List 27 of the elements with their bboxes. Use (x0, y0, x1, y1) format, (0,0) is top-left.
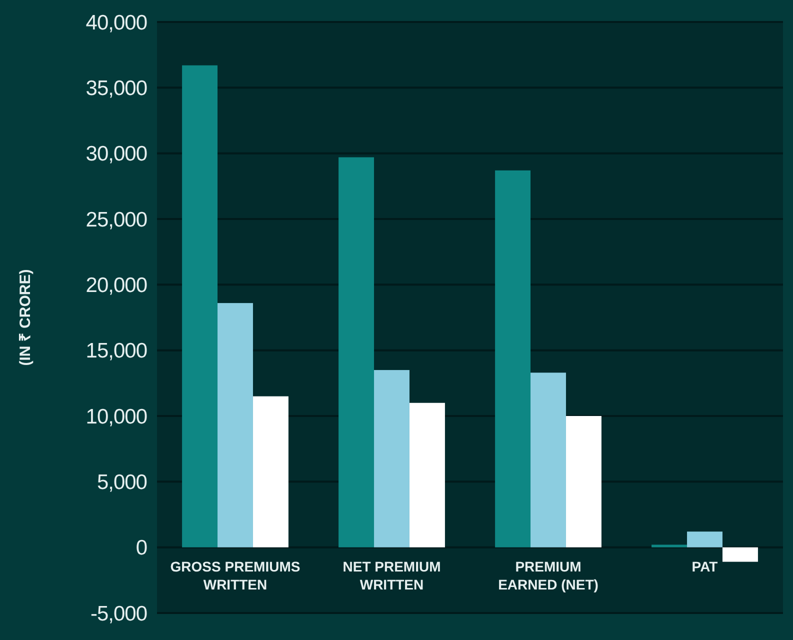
y-tick-label: 40,000 (86, 11, 147, 34)
bar (338, 157, 374, 548)
y-tick-label: -5,000 (90, 602, 147, 626)
y-tick-label: 15,000 (86, 340, 147, 363)
bar (252, 396, 288, 548)
bar (722, 547, 758, 562)
bar (495, 170, 531, 548)
bar (652, 544, 688, 548)
x-tick-label: NET PREMIUM WRITTEN (342, 558, 441, 592)
y-tick-label: 25,000 (86, 208, 147, 232)
y-tick-label: 10,000 (86, 405, 147, 428)
x-tick-label: GROSS PREMIUMS WRITTEN (170, 558, 300, 592)
bar (409, 402, 445, 548)
bar (566, 416, 602, 548)
x-tick-label: PREMIUM EARNED (NET) (498, 558, 598, 592)
bar (530, 372, 566, 548)
bar (218, 303, 253, 548)
y-tick-label: 30,000 (86, 142, 147, 166)
y-axis-title: (IN ₹ CRORE) (17, 269, 34, 366)
x-tick-label: PAT (692, 558, 718, 574)
bar (182, 65, 218, 548)
bar (687, 532, 722, 548)
y-tick-label: 35,000 (86, 77, 147, 100)
y-tick-label: 5,000 (96, 471, 147, 494)
y-tick-label: 0 (136, 536, 147, 560)
y-tick-label: 20,000 (86, 274, 147, 298)
bar (374, 370, 410, 548)
